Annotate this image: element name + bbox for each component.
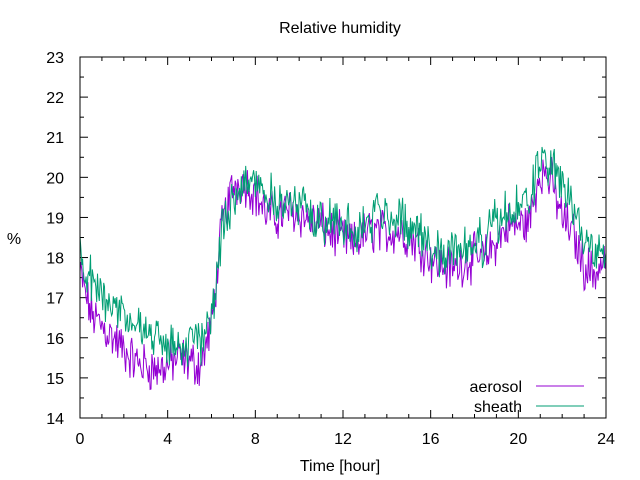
y-tick-label: 21 [46, 130, 64, 147]
y-tick-label: 23 [46, 50, 64, 67]
series-layer [79, 146, 607, 391]
plot-frame [79, 56, 607, 419]
y-tick-label: 22 [46, 90, 64, 107]
x-tick-label: 4 [163, 431, 172, 448]
y-axis-label: % [7, 231, 21, 248]
y-tick-label: 20 [46, 170, 64, 187]
y-tick-label: 17 [46, 291, 64, 308]
axis-ticks: 14 15 16 17 18 19 20 21 22 23 0 4 8 12 16 20 24 [46, 50, 615, 448]
legend: aerosol sheath [470, 379, 584, 416]
x-axis-label: Time [hour] [300, 458, 380, 475]
y-tick-label: 15 [46, 371, 64, 388]
series-line-aerosol [79, 156, 607, 391]
legend-label-aerosol: aerosol [470, 379, 522, 396]
x-tick-label: 0 [76, 431, 85, 448]
x-tick-label: 8 [251, 431, 260, 448]
legend-label-sheath: sheath [474, 399, 522, 416]
y-tick-label: 19 [46, 210, 64, 227]
y-tick-label: 18 [46, 251, 64, 268]
x-tick-label: 20 [509, 431, 527, 448]
y-tick-label: 16 [46, 331, 64, 348]
x-tick-label: 12 [334, 431, 352, 448]
y-tick-label: 14 [46, 411, 64, 428]
series-line-sheath [79, 146, 607, 367]
x-tick-label: 24 [597, 431, 615, 448]
chart-title: Relative humidity [279, 20, 401, 37]
x-tick-label: 16 [422, 431, 440, 448]
